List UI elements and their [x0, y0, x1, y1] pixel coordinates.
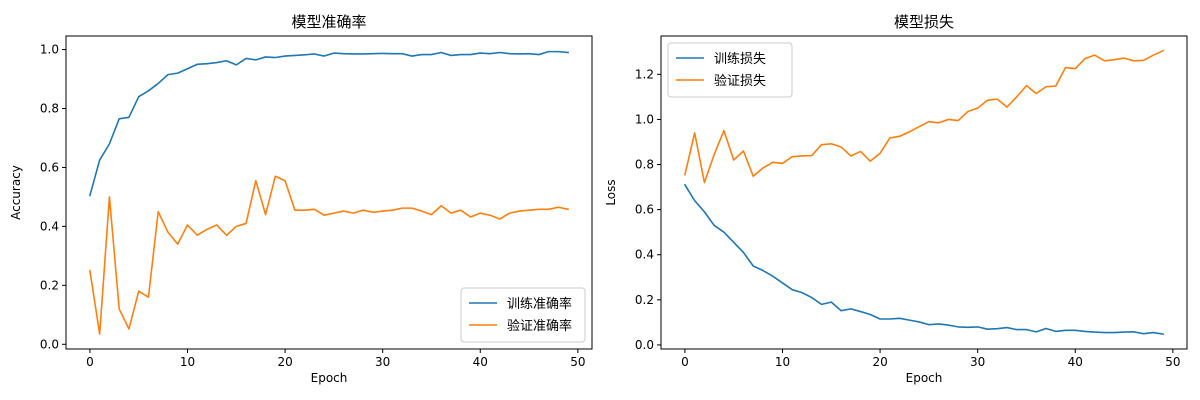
loss-y-tick-label: 0.4 — [635, 248, 654, 262]
loss-y-tick-label: 0.2 — [635, 293, 654, 307]
loss-x-tick-label: 50 — [1165, 355, 1180, 369]
accuracy-y-tick-label: 0.4 — [40, 219, 59, 233]
accuracy-x-tick-label: 10 — [180, 355, 195, 369]
loss-legend-label: 训练损失 — [714, 52, 766, 67]
loss-x-tick-label: 40 — [1068, 355, 1083, 369]
accuracy-y-tick-label: 0.6 — [40, 160, 59, 174]
loss-x-tick-label: 10 — [775, 355, 790, 369]
loss-chart-title: 模型损失 — [894, 13, 954, 31]
loss-y-tick-label: 1.2 — [635, 67, 654, 81]
loss-series-line-train — [683, 183, 1165, 336]
accuracy-legend-label: 训练准确率 — [507, 296, 572, 312]
loss-y-tick-label: 0.0 — [635, 338, 654, 352]
loss-legend-box — [667, 42, 793, 98]
accuracy-series-line-val — [88, 175, 570, 335]
accuracy-legend-box — [460, 287, 586, 343]
accuracy-x-axis-label: Epoch — [311, 371, 348, 385]
loss-x-tick-label: 0 — [681, 355, 689, 369]
loss-y-axis-label: Loss — [604, 179, 618, 205]
loss-y-tick-label: 0.6 — [635, 203, 654, 217]
accuracy-y-tick-label: 0.0 — [40, 337, 59, 351]
loss-chart: 模型损失 Epoch Loss 0 10 20 30 40 50 0.0 0.2 0.4 0.6 0… — [604, 13, 1188, 385]
accuracy-x-tick-label: 0 — [86, 355, 94, 369]
accuracy-y-axis-label: Accuracy — [9, 165, 23, 220]
accuracy-axes-frame — [65, 35, 593, 350]
accuracy-legend-label: 验证准确率 — [507, 318, 572, 334]
loss-x-tick-label: 20 — [872, 355, 887, 369]
loss-x-tick-label: 30 — [970, 355, 985, 369]
loss-axes-frame — [660, 35, 1188, 350]
accuracy-x-tick-label: 30 — [375, 355, 390, 369]
accuracy-x-tick-label: 50 — [570, 355, 585, 369]
loss-y-tick-label: 1.0 — [635, 112, 654, 126]
accuracy-x-tick-label: 40 — [473, 355, 488, 369]
accuracy-chart-title: 模型准确率 — [291, 13, 366, 31]
loss-series-line-val — [683, 49, 1165, 184]
accuracy-x-tick-label: 20 — [277, 355, 292, 369]
loss-y-tick-label: 0.8 — [635, 158, 654, 172]
loss-x-axis-label: Epoch — [906, 371, 943, 385]
accuracy-y-tick-label: 1.0 — [40, 43, 59, 57]
accuracy-chart: 模型准确率 Epoch Accuracy 0 10 20 30 40 50 0.0 0.2 0.… — [9, 13, 593, 385]
loss-legend-label: 验证损失 — [714, 73, 766, 89]
accuracy-y-tick-label: 0.8 — [40, 102, 59, 116]
accuracy-series-line-train — [88, 50, 569, 197]
accuracy-y-tick-label: 0.2 — [40, 278, 59, 292]
